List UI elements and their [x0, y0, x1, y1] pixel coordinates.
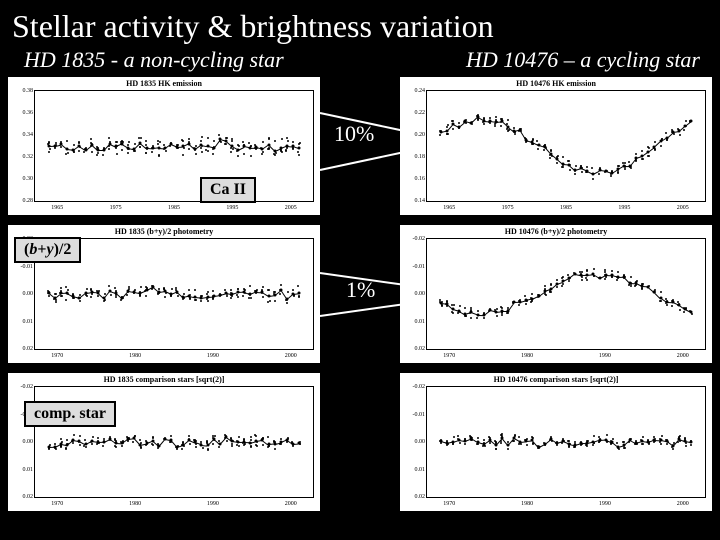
label-1pct: 1% [346, 277, 375, 303]
label-by2: (b+y)/2 [14, 237, 81, 263]
connector-line [320, 302, 409, 317]
chart-title: HD 1835 comparison stars [sqrt(2)] [8, 373, 320, 384]
plot: -0.02-0.010.000.010.021970198019902000 [426, 238, 706, 350]
chart-right-caII: HD 10476 HK emission 0.240.220.200.180.1… [400, 77, 712, 215]
right-subtitle: HD 10476 – a cycling star [466, 47, 700, 73]
label-caII: Ca II [200, 177, 256, 203]
chart-title: HD 10476 comparison stars [sqrt(2)] [400, 373, 712, 384]
subtitle-row: HD 1835 - a non-cycling star HD 10476 – … [0, 47, 720, 77]
connector-line [320, 150, 408, 171]
chart-left-caII: HD 1835 HK emission 0.380.360.340.320.30… [8, 77, 320, 215]
chart-title: HD 1835 (b+y)/2 photometry [8, 225, 320, 236]
label-10pct: 10% [334, 121, 374, 147]
left-subtitle: HD 1835 - a non-cycling star [24, 47, 284, 73]
chart-right-by2: HD 10476 (b+y)/2 photometry -0.02-0.010.… [400, 225, 712, 363]
plot: 0.380.360.340.320.300.281965197519851995… [34, 90, 314, 202]
chart-right-comp: HD 10476 comparison stars [sqrt(2)] -0.0… [400, 373, 712, 511]
chart-title: HD 1835 HK emission [8, 77, 320, 88]
plot: 0.240.220.200.180.160.141965197519851995… [426, 90, 706, 202]
charts-area: HD 1835 HK emission 0.380.360.340.320.30… [0, 77, 720, 537]
label-comp-star: comp. star [24, 401, 116, 427]
chart-title: HD 10476 (b+y)/2 photometry [400, 225, 712, 236]
chart-title: HD 10476 HK emission [400, 77, 712, 88]
plot: -0.02-0.010.000.010.021970198019902000 [426, 386, 706, 498]
page-title: Stellar activity & brightness variation [0, 0, 720, 47]
chart-left-comp: HD 1835 comparison stars [sqrt(2)] -0.02… [8, 373, 320, 511]
